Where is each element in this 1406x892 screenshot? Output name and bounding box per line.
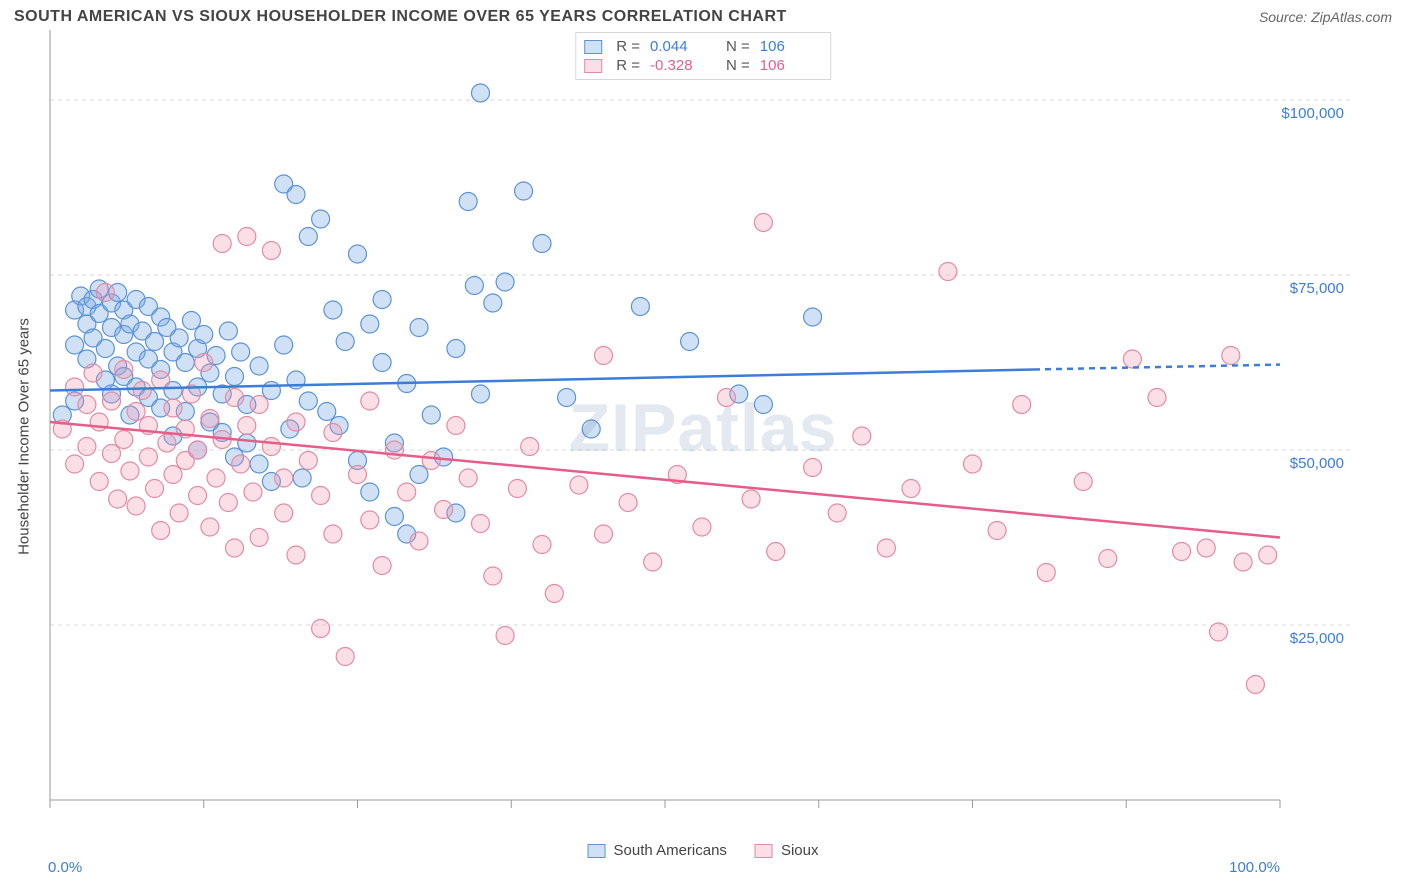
legend-item-1: Sioux [755, 842, 819, 859]
r-label: R = [616, 38, 640, 55]
legend-row-series-0: R = 0.044 N = 106 [584, 37, 822, 56]
legend-swatch-bottom-1 [755, 844, 773, 858]
svg-text:$100,000: $100,000 [1281, 105, 1344, 122]
scatter-chart: $25,000 $50,000 $75,000 $100,000 [10, 30, 1350, 820]
legend-swatch-1 [584, 59, 602, 73]
svg-text:$50,000: $50,000 [1290, 455, 1344, 472]
legend-row-series-1: R = -0.328 N = 106 [584, 56, 822, 75]
r-label: R = [616, 57, 640, 74]
source-attribution: Source: ZipAtlas.com [1259, 9, 1392, 25]
svg-text:$75,000: $75,000 [1290, 280, 1344, 297]
svg-text:$25,000: $25,000 [1290, 630, 1344, 647]
r-value-1: -0.328 [650, 57, 712, 74]
source-label: Source: [1259, 9, 1311, 25]
source-name: ZipAtlas.com [1311, 9, 1392, 25]
n-value-0: 106 [760, 38, 822, 55]
correlation-legend: R = 0.044 N = 106 R = -0.328 N = 106 [575, 32, 831, 80]
n-value-1: 106 [760, 57, 822, 74]
legend-label-1: Sioux [781, 842, 819, 859]
chart-title: SOUTH AMERICAN VS SIOUX HOUSEHOLDER INCO… [14, 8, 787, 26]
n-label: N = [726, 57, 750, 74]
series-legend: South Americans Sioux [588, 842, 819, 859]
legend-swatch-bottom-0 [588, 844, 606, 858]
chart-header: SOUTH AMERICAN VS SIOUX HOUSEHOLDER INCO… [0, 0, 1406, 30]
legend-swatch-0 [584, 40, 602, 54]
legend-item-0: South Americans [588, 842, 727, 859]
x-max-label: 100.0% [1229, 859, 1280, 876]
x-min-label: 0.0% [48, 859, 82, 876]
n-label: N = [726, 38, 750, 55]
legend-label-0: South Americans [614, 842, 727, 859]
y-axis-label: Householder Income Over 65 years [16, 318, 33, 555]
r-value-0: 0.044 [650, 38, 712, 55]
chart-container: Householder Income Over 65 years $25,000… [10, 30, 1396, 825]
